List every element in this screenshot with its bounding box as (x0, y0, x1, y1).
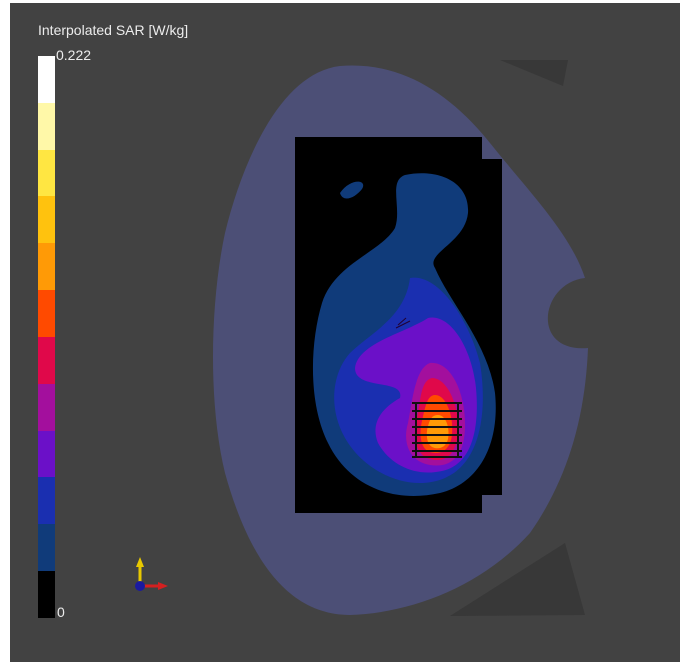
sar-scene (212, 60, 588, 616)
sar-level-7 (426, 415, 449, 449)
colorbar-segment (38, 383, 55, 431)
colorbar (38, 56, 55, 618)
axes-triad-icon (135, 557, 168, 591)
colorbar-title: Interpolated SAR [W/kg] (38, 22, 189, 38)
colorbar-segment (38, 290, 55, 337)
colorbar-segment (38, 56, 55, 103)
colorbar-segment (38, 336, 55, 384)
3d-viewport[interactable]: Interpolated SAR [W/kg] 0.222 0 (10, 3, 680, 662)
colorbar-segment (38, 243, 55, 291)
colorbar-segment (38, 477, 55, 525)
colorbar-max-label: 0.222 (56, 47, 92, 63)
colorbar-segment (38, 571, 55, 618)
colorbar-segment (38, 196, 55, 244)
colorbar-min-label: 0 (57, 604, 65, 620)
colorbar-segment (38, 524, 55, 572)
probe-marker (395, 317, 411, 329)
shadow-bottom (450, 543, 585, 616)
colorbar-segment (38, 430, 55, 478)
colorbar-segment (38, 102, 55, 150)
colorbar-segment (38, 149, 55, 197)
measurement-grid (412, 402, 462, 458)
sar-spot (340, 181, 364, 199)
shadow-top (500, 60, 568, 86)
